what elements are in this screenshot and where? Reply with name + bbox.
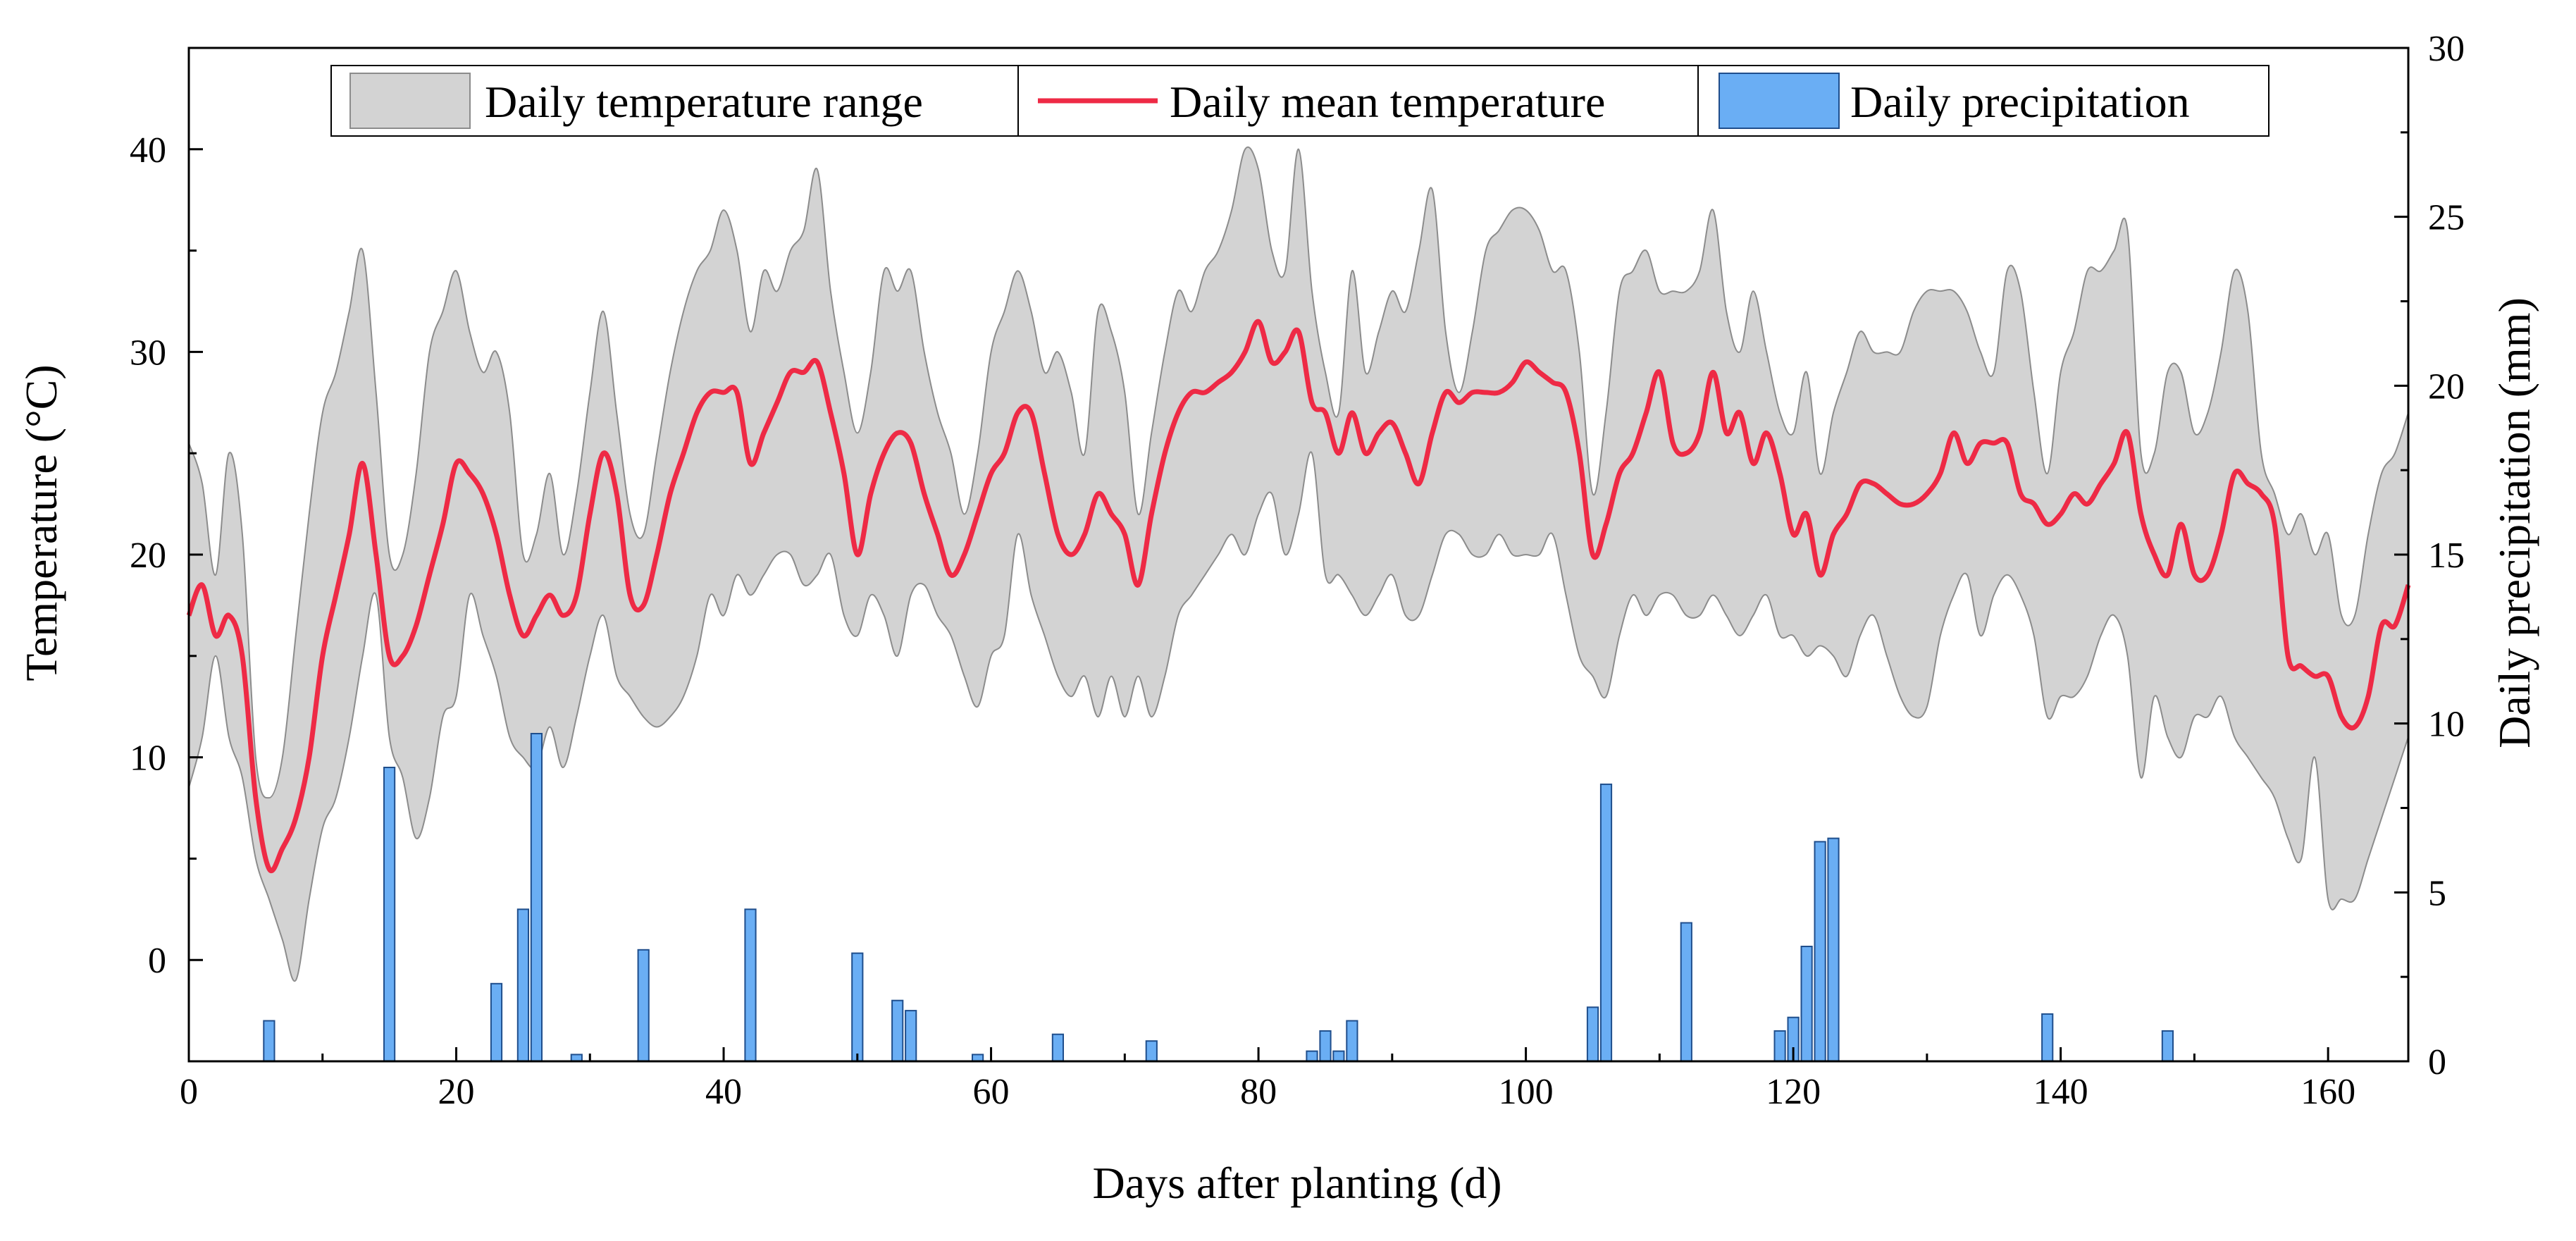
precipitation-bar	[490, 982, 503, 1063]
legend: Daily temperature range Daily mean tempe…	[330, 65, 2270, 137]
y-right-tick-label: 25	[2428, 198, 2465, 238]
legend-label-precipitation: Daily precipitation	[1850, 77, 2190, 127]
precipitation-bar	[1145, 1040, 1158, 1062]
x-tick-label: 100	[1499, 1072, 1554, 1112]
x-tick-label: 80	[1240, 1072, 1277, 1112]
legend-label-mean-temperature: Daily mean temperature	[1170, 77, 1605, 127]
temperature-range-lower-edge	[188, 451, 2409, 982]
precipitation-bar	[851, 952, 864, 1062]
legend-swatch-precipitation	[1719, 73, 1840, 129]
precipitation-bar	[383, 767, 396, 1062]
precipitation-bar	[1306, 1050, 1318, 1062]
y-left-tick-label: 0	[148, 941, 166, 981]
x-tick-label: 160	[2301, 1072, 2355, 1112]
precipitation-bar	[530, 733, 543, 1062]
precipitation-bar	[1332, 1050, 1345, 1062]
precipitation-bar	[1586, 1006, 1599, 1063]
precipitation-bar	[263, 1020, 275, 1062]
precipitation-bar	[891, 999, 904, 1062]
x-tick-label: 20	[438, 1072, 475, 1112]
y-right-tick-label: 15	[2428, 536, 2465, 576]
precipitation-bar	[516, 908, 529, 1063]
temperature-range-layer	[188, 146, 2409, 982]
mean-temperature-line	[186, 319, 2411, 873]
legend-label-temperature-range: Daily temperature range	[485, 77, 923, 127]
temperature-range-upper-edge	[188, 146, 2409, 799]
precipitation-bar	[637, 949, 650, 1063]
precipitation-bar	[1814, 841, 1826, 1063]
y-right-tick-label: 20	[2428, 366, 2465, 407]
axis-titles-layer: Days after planting (d) Temperature (°C)…	[16, 297, 2539, 1208]
precipitation-bars-layer	[263, 733, 2174, 1063]
y-right-tick-label: 5	[2428, 873, 2446, 913]
tick-labels-layer: 0 20 40 60 80 100 120 140 160 0 10 20 30 40 0 5 10 15 20 25…	[130, 29, 2465, 1112]
y-axis-right-title: Daily precipitation (mm)	[2489, 297, 2539, 748]
axes-layer	[187, 47, 2410, 1063]
x-tick-label: 40	[705, 1072, 742, 1112]
y-right-tick-label: 30	[2428, 29, 2465, 69]
precipitation-bar	[744, 908, 757, 1063]
precipitation-bar	[1346, 1020, 1358, 1062]
y-left-tick-label: 40	[130, 130, 166, 171]
precipitation-bar	[1680, 922, 1692, 1062]
x-tick-label: 0	[180, 1072, 198, 1112]
precipitation-bar	[1319, 1030, 1332, 1063]
mean-temperature-layer	[186, 319, 2411, 873]
y-right-tick-label: 10	[2428, 705, 2465, 745]
legend-frame	[330, 65, 2270, 137]
legend-swatch-temperature-range	[349, 73, 471, 129]
temperature-range-band	[189, 147, 2408, 982]
x-tick-label: 140	[2033, 1072, 2088, 1112]
precipitation-bar	[905, 1010, 917, 1062]
y-left-tick-label: 30	[130, 333, 166, 373]
x-axis-title: Days after planting (d)	[1092, 1158, 1501, 1208]
precipitation-bar	[1773, 1030, 1786, 1063]
precipitation-bar	[2041, 1013, 2054, 1063]
x-tick-label: 120	[1766, 1072, 1821, 1112]
y-left-tick-label: 20	[130, 536, 166, 576]
y-axis-left-title: Temperature (°C)	[16, 364, 66, 681]
y-right-tick-label: 0	[2428, 1042, 2446, 1082]
precipitation-bar	[1800, 946, 1813, 1062]
precipitation-bar	[1599, 783, 1613, 1063]
precipitation-bar	[1827, 837, 1840, 1062]
x-tick-label: 60	[973, 1072, 1010, 1112]
precipitation-bar	[2161, 1030, 2174, 1063]
precipitation-bar	[1051, 1033, 1065, 1062]
y-left-tick-label: 10	[130, 739, 166, 779]
